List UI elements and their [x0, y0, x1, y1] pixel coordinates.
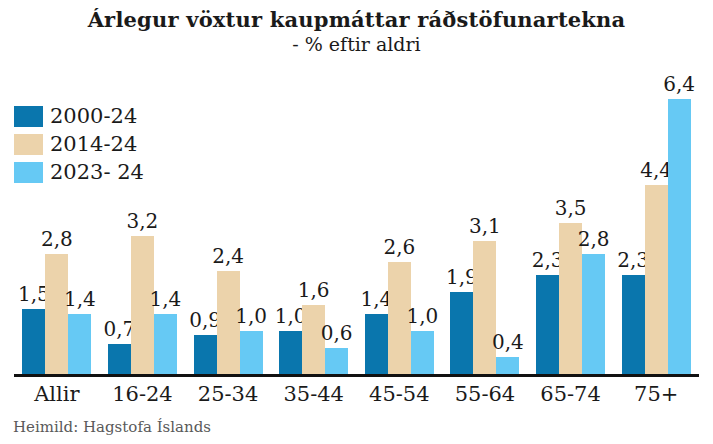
- bar-group: 1,93,10,4: [442, 74, 528, 374]
- bar: 0,9: [194, 335, 217, 374]
- source-note: Heimild: Hagstofa Íslands: [13, 418, 211, 436]
- bar: 1,0: [279, 331, 302, 374]
- bar-value-label: 1,0: [406, 306, 438, 326]
- chart-page: Árlegur vöxtur kaupmáttar ráðstöfunartek…: [0, 0, 713, 444]
- bar: 2,8: [582, 254, 605, 374]
- bar-group: 1,0 1,6 0,6: [271, 74, 357, 374]
- legend-swatch: [14, 134, 43, 155]
- bar: 2,3: [536, 275, 559, 374]
- bar: 2,8: [45, 254, 68, 374]
- x-axis-labels: Allir16-2425-3435-4445-5455-6465-7475+: [14, 382, 699, 406]
- bar-value-label: 2,8: [578, 229, 610, 249]
- bar-value-label: 1,0: [235, 306, 267, 326]
- bar: 6,4: [668, 99, 691, 374]
- bar-value-label: 6,4: [663, 74, 695, 94]
- bar-value-label: 2,8: [41, 229, 73, 249]
- chart-subtitle: - % eftir aldri: [0, 33, 713, 55]
- x-axis-label: 65-74: [528, 382, 614, 406]
- legend-item: 2000-24: [14, 106, 144, 127]
- bar: 1,0: [411, 331, 434, 374]
- bar-value-label: 1,4: [64, 289, 96, 309]
- bar-value-label: 1,6: [298, 280, 330, 300]
- bar-group: 2,34,46,4: [613, 74, 699, 374]
- bar-value-label: 0,6: [321, 323, 353, 343]
- legend-swatch: [14, 106, 43, 127]
- legend-label: 2014-24: [50, 134, 137, 155]
- bar-group: 2,3 3,5 2,8: [528, 74, 614, 374]
- bar: 1,4: [68, 314, 91, 374]
- x-axis-label: 75+: [613, 382, 699, 406]
- x-axis-label: 45-54: [357, 382, 443, 406]
- x-axis-label: 55-64: [442, 382, 528, 406]
- bar: 3,1: [473, 241, 496, 374]
- x-axis-label: 25-34: [185, 382, 271, 406]
- bar-value-label: 3,2: [127, 211, 159, 231]
- bar-value-label: 0,4: [492, 332, 524, 352]
- bar-group: 0,9 2,4 1,0: [185, 74, 271, 374]
- legend-swatch: [14, 162, 43, 183]
- bar: 1,0: [240, 331, 263, 374]
- chart-title: Árlegur vöxtur kaupmáttar ráðstöfunartek…: [0, 7, 713, 32]
- legend-label: 2023- 24: [50, 162, 144, 183]
- bar: 1,4: [365, 314, 388, 374]
- bar: 0,4: [496, 357, 519, 374]
- bar: 4,4: [645, 185, 668, 374]
- legend: 2000-24 2014-24 2023- 24: [14, 106, 144, 190]
- legend-item: 2023- 24: [14, 162, 144, 183]
- legend-item: 2014-24: [14, 134, 144, 155]
- bar-value-label: 3,5: [555, 198, 587, 218]
- bar: 1,5: [22, 309, 45, 374]
- bar: 1,4: [154, 314, 177, 374]
- x-axis-label: Allir: [14, 382, 100, 406]
- bar-value-label: 2,6: [383, 237, 415, 257]
- bar: 1,9: [450, 292, 473, 374]
- bar-value-label: 3,1: [469, 216, 501, 236]
- bar-value-label: 1,4: [150, 289, 182, 309]
- legend-label: 2000-24: [50, 106, 137, 127]
- bar: 0,6: [325, 348, 348, 374]
- bar: 2,3: [622, 275, 645, 374]
- bar-group: 1,4 2,6 1,0: [357, 74, 443, 374]
- bar: 0,7: [108, 344, 131, 374]
- x-axis-label: 35-44: [271, 382, 357, 406]
- bar-value-label: 2,4: [212, 246, 244, 266]
- x-axis-label: 16-24: [100, 382, 186, 406]
